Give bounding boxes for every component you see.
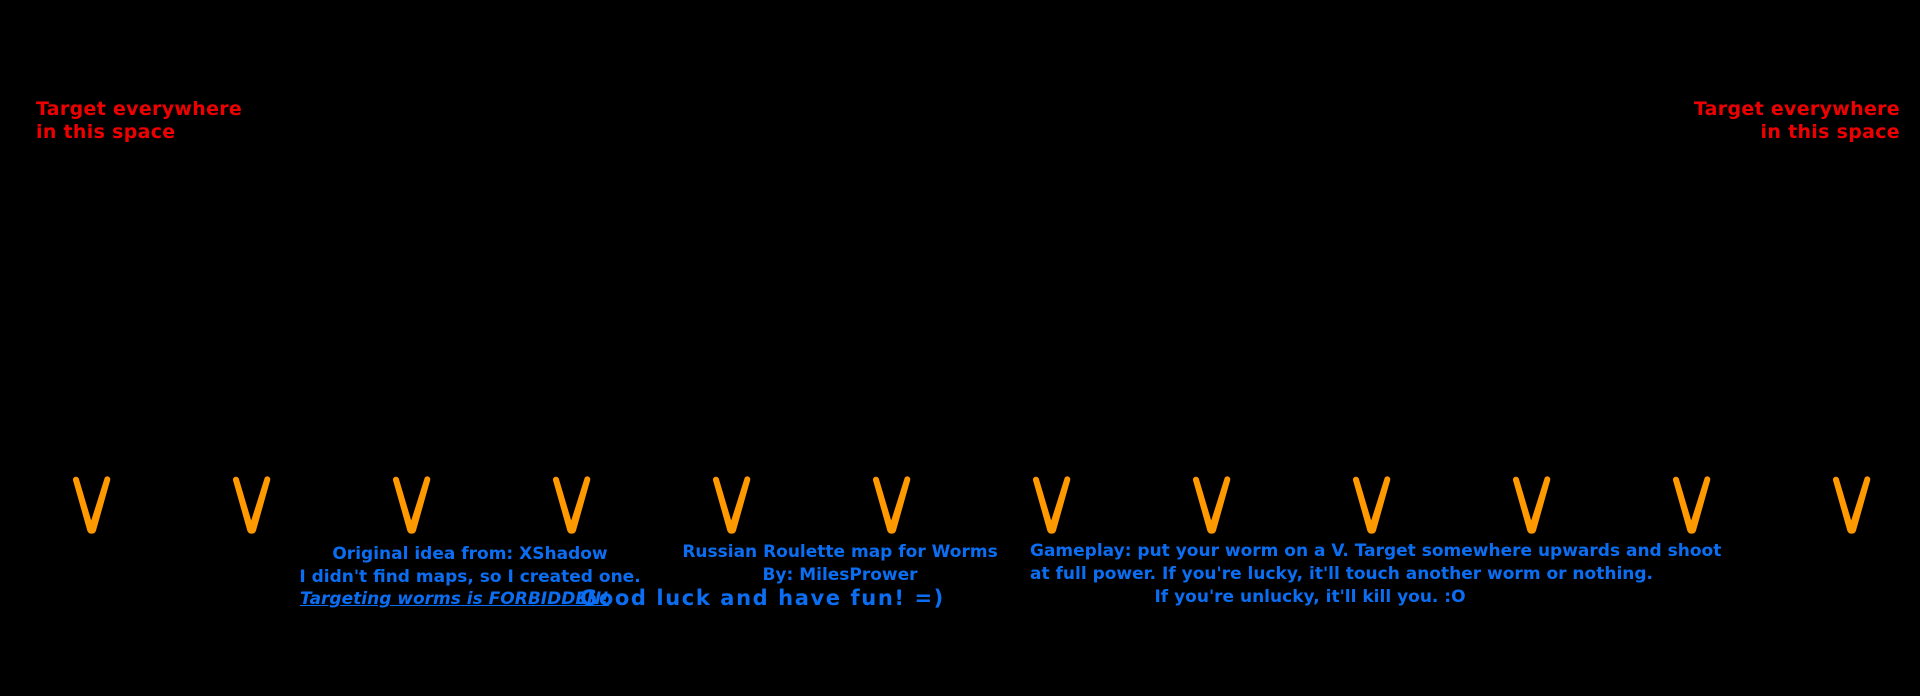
v-platform-mark bbox=[1497, 470, 1567, 550]
map-author: By: MilesPrower bbox=[762, 565, 918, 585]
v-glyph-icon bbox=[1352, 476, 1391, 534]
v-glyph-icon bbox=[1672, 476, 1711, 534]
credits-block: Original idea from: XShadow I didn't fin… bbox=[260, 543, 680, 589]
v-glyph-icon bbox=[232, 476, 271, 534]
v-platform-mark bbox=[537, 470, 607, 550]
v-glyph-icon bbox=[72, 476, 111, 534]
v-platform-mark bbox=[1657, 470, 1727, 550]
map-title: Russian Roulette map for Worms bbox=[682, 542, 998, 562]
good-luck-message: Good luck and have fun! =) bbox=[580, 586, 945, 610]
gameplay-line-2: at full power. If you're lucky, it'll to… bbox=[1030, 564, 1653, 584]
right-target-note: Target everywhere in this space bbox=[1693, 98, 1900, 143]
v-platform-mark bbox=[1017, 470, 1087, 550]
credits-line-1: Original idea from: XShadow bbox=[332, 544, 608, 564]
map-title-block: Russian Roulette map for Worms By: Miles… bbox=[660, 541, 1020, 587]
v-glyph-icon bbox=[392, 476, 431, 534]
v-platform-mark bbox=[377, 470, 447, 550]
v-platform-mark bbox=[697, 470, 767, 550]
v-platform-mark bbox=[1337, 470, 1407, 550]
gameplay-line-3: If you're unlucky, it'll kill you. :O bbox=[1154, 587, 1466, 607]
v-platform-mark bbox=[857, 470, 927, 550]
left-target-note: Target everywhere in this space bbox=[36, 98, 243, 143]
warning-row: Targeting worms is FORBIDDEN! Good luck … bbox=[250, 586, 950, 616]
v-glyph-icon bbox=[872, 476, 911, 534]
credits-line-2: I didn't find maps, so I created one. bbox=[299, 567, 641, 587]
v-glyph-icon bbox=[1192, 476, 1231, 534]
v-platform-mark bbox=[1177, 470, 1247, 550]
v-glyph-icon bbox=[1032, 476, 1071, 534]
forbidden-warning: Targeting worms is FORBIDDEN! bbox=[300, 589, 609, 609]
v-glyph-icon bbox=[1512, 476, 1551, 534]
v-glyph-icon bbox=[712, 476, 751, 534]
v-platform-mark bbox=[57, 470, 127, 550]
gameplay-block: Gameplay: put your worm on a V. Target s… bbox=[1030, 540, 1722, 609]
v-platform-row bbox=[0, 470, 1920, 550]
v-glyph-icon bbox=[1832, 476, 1871, 534]
v-platform-mark bbox=[1817, 470, 1887, 550]
gameplay-line-1: Gameplay: put your worm on a V. Target s… bbox=[1030, 541, 1722, 561]
v-platform-mark bbox=[217, 470, 287, 550]
v-glyph-icon bbox=[552, 476, 591, 534]
